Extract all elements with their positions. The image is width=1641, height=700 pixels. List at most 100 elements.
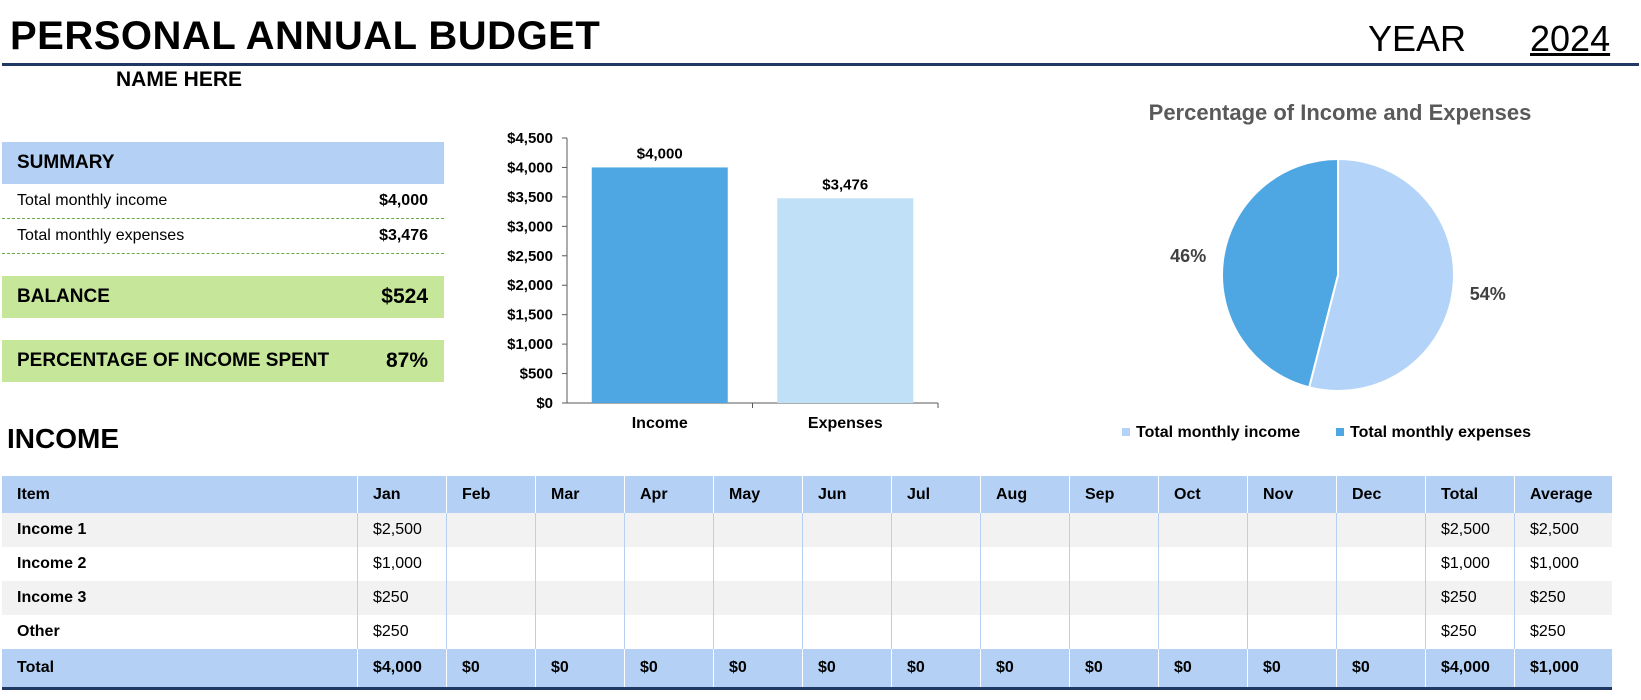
y-tick-label: $3,000 <box>507 218 553 235</box>
table-cell[interactable]: $250 <box>357 615 447 649</box>
table-cell[interactable]: $250 <box>1425 581 1515 615</box>
table-cell[interactable] <box>802 615 892 649</box>
table-cell[interactable] <box>535 513 625 547</box>
table-cell[interactable]: $250 <box>357 581 447 615</box>
table-cell[interactable]: $2,500 <box>357 513 447 547</box>
table-cell[interactable] <box>446 581 536 615</box>
table-cell[interactable] <box>446 615 536 649</box>
total-cell: $0 <box>624 649 714 690</box>
table-cell[interactable] <box>980 615 1070 649</box>
table-cell[interactable] <box>713 615 803 649</box>
bar-income <box>591 167 728 403</box>
total-cell: $4,000 <box>1425 649 1515 690</box>
table-cell[interactable] <box>1336 615 1426 649</box>
col-header-dec: Dec <box>1336 476 1426 513</box>
year-value[interactable]: 2024 <box>1530 18 1611 59</box>
table-cell[interactable] <box>891 615 981 649</box>
table-cell[interactable]: $2,500 <box>1514 513 1612 547</box>
bar-data-label: $3,476 <box>822 176 868 193</box>
table-cell[interactable] <box>446 547 536 581</box>
table-cell[interactable]: $2,500 <box>1425 513 1515 547</box>
table-cell[interactable] <box>1158 547 1248 581</box>
table-cell[interactable] <box>1247 547 1337 581</box>
table-cell[interactable] <box>624 513 714 547</box>
table-cell[interactable] <box>891 547 981 581</box>
table-cell[interactable] <box>980 547 1070 581</box>
total-cell: $0 <box>980 649 1070 690</box>
summary-expenses-label: Total monthly expenses <box>17 227 185 244</box>
table-cell[interactable]: $250 <box>1425 615 1515 649</box>
row-item-label: Income 1 <box>2 513 358 547</box>
legend-label: Total monthly expenses <box>1350 424 1531 441</box>
table-cell[interactable] <box>802 581 892 615</box>
y-tick-label: $0 <box>536 395 553 412</box>
table-cell[interactable] <box>535 547 625 581</box>
table-cell[interactable] <box>1158 615 1248 649</box>
table-cell[interactable] <box>624 615 714 649</box>
table-cell[interactable] <box>535 581 625 615</box>
table-cell[interactable] <box>713 581 803 615</box>
row-item-label: Income 2 <box>17 555 87 572</box>
table-cell[interactable] <box>1069 547 1159 581</box>
table-cell[interactable] <box>446 513 536 547</box>
bar-expenses <box>777 198 914 403</box>
table-cell[interactable] <box>980 581 1070 615</box>
table-cell[interactable]: $250 <box>1514 581 1612 615</box>
total-row-label: Total <box>2 649 358 690</box>
table-cell[interactable] <box>1158 513 1248 547</box>
legend-swatch <box>1122 428 1130 436</box>
table-cell[interactable]: $1,000 <box>1514 547 1612 581</box>
table-cell[interactable] <box>891 581 981 615</box>
table-cell[interactable] <box>1336 547 1426 581</box>
summary-row-income: Total monthly income $4,000 <box>2 184 444 219</box>
table-row: Income 2 $1,000 $1,000 $1,000 <box>2 547 1612 581</box>
total-cell: $0 <box>446 649 536 690</box>
table-cell[interactable] <box>1069 513 1159 547</box>
income-table: Item Jan Feb Mar Apr May Jun Jul Aug Sep… <box>2 476 1612 690</box>
table-cell[interactable] <box>713 513 803 547</box>
name-field[interactable]: NAME HERE <box>116 68 243 91</box>
table-cell[interactable] <box>1069 615 1159 649</box>
table-cell[interactable] <box>1069 581 1159 615</box>
y-tick-label: $2,000 <box>507 277 553 294</box>
table-cell[interactable] <box>1247 513 1337 547</box>
table-cell[interactable] <box>1158 581 1248 615</box>
table-cell[interactable] <box>624 581 714 615</box>
summary-header: SUMMARY <box>2 142 444 184</box>
legend-swatch <box>1336 428 1344 436</box>
col-header-may: May <box>713 476 803 513</box>
table-cell[interactable] <box>535 615 625 649</box>
page-title: PERSONAL ANNUAL BUDGET <box>10 14 601 58</box>
income-expenses-pie-chart: 54% 46% Total monthly income Total monthly … <box>1122 157 1531 441</box>
table-cell[interactable] <box>980 513 1070 547</box>
y-tick-label: $1,000 <box>507 336 553 353</box>
row-item-label: Other <box>17 623 60 640</box>
x-category-label: Income <box>632 415 688 432</box>
table-cell[interactable]: $1,000 <box>357 547 447 581</box>
table-cell[interactable] <box>802 547 892 581</box>
percent-spent-label: PERCENTAGE OF INCOME SPENT <box>17 350 330 371</box>
col-header-nov: Nov <box>1247 476 1337 513</box>
table-cell[interactable] <box>1336 581 1426 615</box>
y-tick-label: $1,500 <box>507 307 553 324</box>
table-row: Other $250 $250 $250 <box>2 615 1612 649</box>
table-cell[interactable] <box>1247 581 1337 615</box>
total-cell: $1,000 <box>1514 649 1612 690</box>
summary-heading: SUMMARY <box>17 152 115 173</box>
table-cell[interactable] <box>1247 615 1337 649</box>
table-cell[interactable]: $250 <box>1514 615 1612 649</box>
table-cell[interactable] <box>802 513 892 547</box>
col-header-jan: Jan <box>357 476 447 513</box>
table-cell[interactable] <box>713 547 803 581</box>
y-tick-label: $4,000 <box>507 159 553 176</box>
table-cell[interactable] <box>891 513 981 547</box>
table-row: Income 3 $250 $250 $250 <box>2 581 1612 615</box>
table-cell[interactable] <box>1336 513 1426 547</box>
table-cell[interactable]: $1,000 <box>1425 547 1515 581</box>
col-header-oct: Oct <box>1158 476 1248 513</box>
balance-box: BALANCE $524 <box>2 276 444 318</box>
y-tick-label: $4,500 <box>507 130 553 147</box>
total-cell: $0 <box>535 649 625 690</box>
pie-data-label: 46% <box>1170 246 1206 266</box>
table-cell[interactable] <box>624 547 714 581</box>
